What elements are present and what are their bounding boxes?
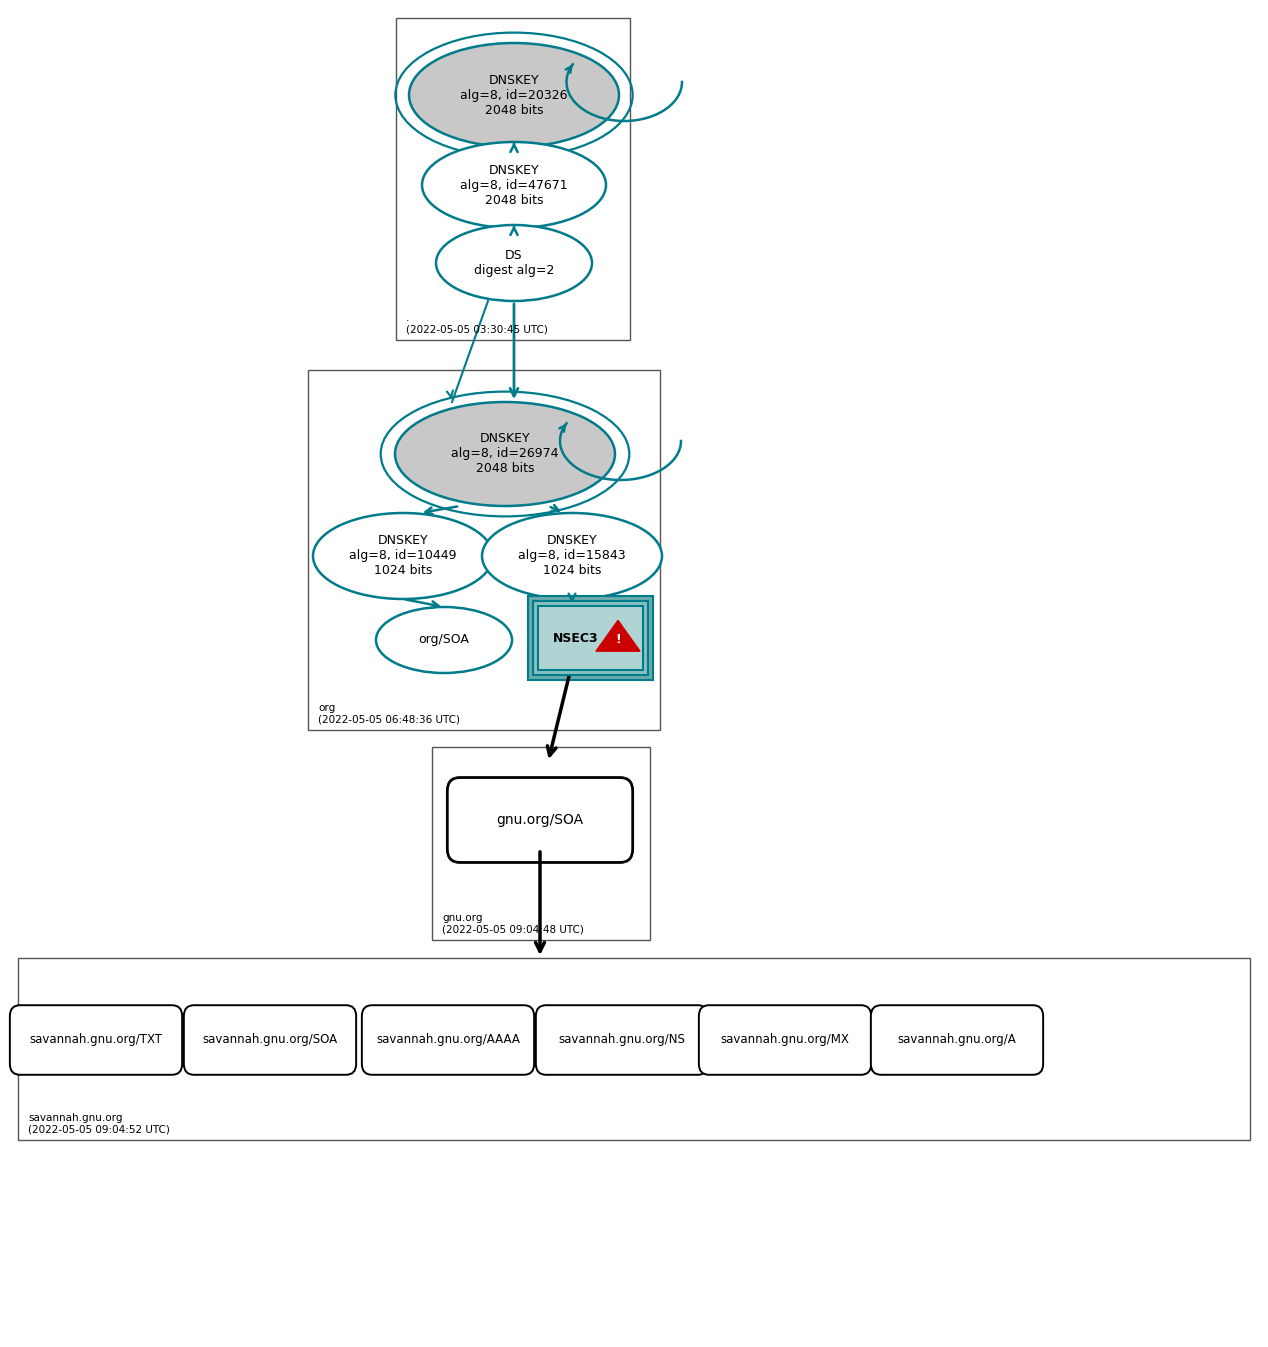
Ellipse shape (377, 607, 512, 674)
Text: org/SOA: org/SOA (418, 633, 469, 647)
FancyBboxPatch shape (184, 1005, 356, 1075)
FancyBboxPatch shape (18, 958, 1250, 1140)
FancyBboxPatch shape (432, 748, 650, 940)
Text: savannah.gnu.org/NS: savannah.gnu.org/NS (559, 1033, 686, 1047)
Text: savannah.gnu.org/SOA: savannah.gnu.org/SOA (203, 1033, 337, 1047)
Ellipse shape (482, 513, 662, 599)
FancyBboxPatch shape (536, 1005, 708, 1075)
Text: DS
digest alg=2: DS digest alg=2 (474, 249, 554, 277)
Text: DNSKEY
alg=8, id=47671
2048 bits: DNSKEY alg=8, id=47671 2048 bits (460, 163, 568, 206)
Text: savannah.gnu.org/MX: savannah.gnu.org/MX (720, 1033, 850, 1047)
Text: NSEC3: NSEC3 (553, 632, 598, 644)
Text: !: ! (615, 633, 621, 645)
Text: DNSKEY
alg=8, id=10449
1024 bits: DNSKEY alg=8, id=10449 1024 bits (349, 535, 456, 578)
FancyBboxPatch shape (361, 1005, 534, 1075)
Ellipse shape (396, 401, 615, 506)
Ellipse shape (436, 225, 592, 300)
FancyBboxPatch shape (396, 18, 630, 339)
Ellipse shape (422, 141, 606, 228)
Text: savannah.gnu.org/AAAA: savannah.gnu.org/AAAA (377, 1033, 520, 1047)
FancyBboxPatch shape (871, 1005, 1044, 1075)
FancyBboxPatch shape (538, 606, 643, 669)
FancyBboxPatch shape (527, 595, 653, 680)
Text: gnu.org/SOA: gnu.org/SOA (497, 814, 583, 827)
Text: org
(2022-05-05 06:48:36 UTC): org (2022-05-05 06:48:36 UTC) (318, 703, 460, 725)
Text: DNSKEY
alg=8, id=26974
2048 bits: DNSKEY alg=8, id=26974 2048 bits (451, 432, 559, 475)
Ellipse shape (410, 43, 619, 147)
Ellipse shape (313, 513, 493, 599)
Text: savannah.gnu.org
(2022-05-05 09:04:52 UTC): savannah.gnu.org (2022-05-05 09:04:52 UT… (28, 1113, 170, 1134)
FancyBboxPatch shape (699, 1005, 871, 1075)
Text: DNSKEY
alg=8, id=15843
1024 bits: DNSKEY alg=8, id=15843 1024 bits (519, 535, 626, 578)
FancyBboxPatch shape (308, 370, 661, 730)
Text: .
(2022-05-05 03:30:45 UTC): . (2022-05-05 03:30:45 UTC) (406, 313, 548, 334)
FancyBboxPatch shape (10, 1005, 183, 1075)
Text: savannah.gnu.org/A: savannah.gnu.org/A (898, 1033, 1017, 1047)
FancyBboxPatch shape (533, 601, 648, 675)
FancyBboxPatch shape (448, 777, 633, 862)
Text: gnu.org
(2022-05-05 09:04:48 UTC): gnu.org (2022-05-05 09:04:48 UTC) (443, 913, 585, 935)
Polygon shape (596, 621, 640, 651)
Text: savannah.gnu.org/TXT: savannah.gnu.org/TXT (29, 1033, 162, 1047)
Text: DNSKEY
alg=8, id=20326
2048 bits: DNSKEY alg=8, id=20326 2048 bits (460, 74, 568, 116)
